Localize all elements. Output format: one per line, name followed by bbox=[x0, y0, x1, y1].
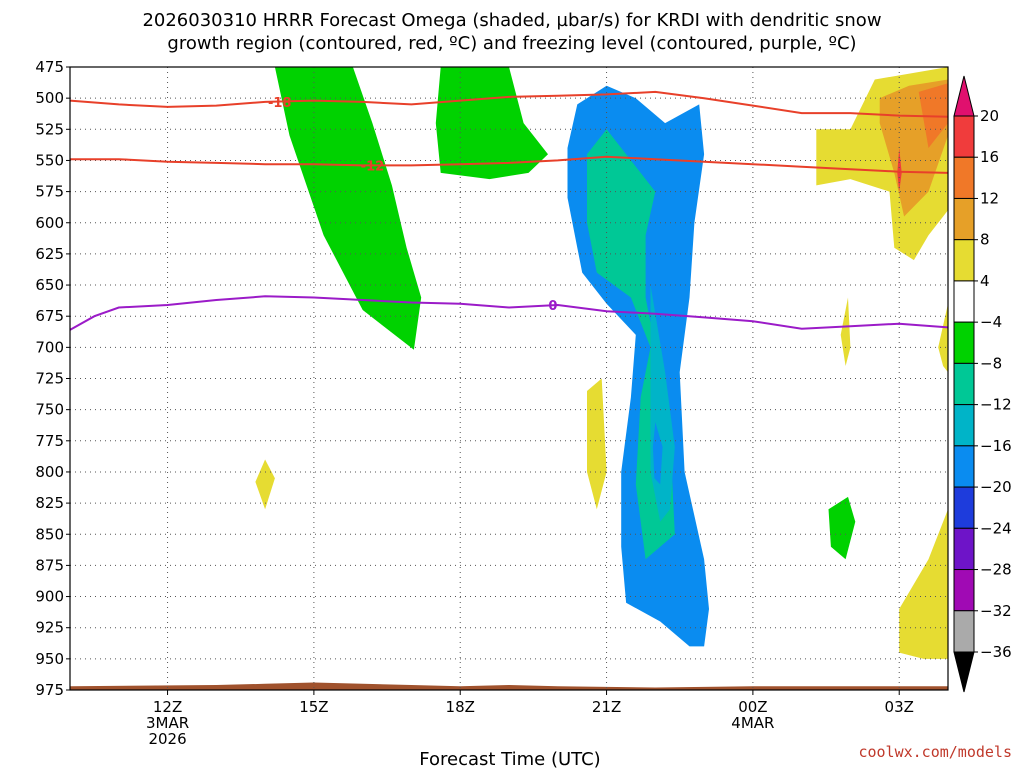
colorbar: 20 16 12 8 4 −4 −8 −12 −16 −20 −24 −28 −32 −36 bbox=[953, 75, 1012, 693]
x-tick-label: 03Z bbox=[885, 698, 914, 716]
colorbar-tick-label: −32 bbox=[980, 602, 1012, 620]
colorbar-box bbox=[953, 280, 975, 323]
colorbar-box bbox=[953, 610, 975, 653]
shaded-region-ascent-band-19z bbox=[435, 67, 548, 180]
colorbar-box bbox=[953, 486, 975, 529]
terrain-ground bbox=[70, 682, 948, 690]
y-tick-label: 900 bbox=[35, 588, 64, 606]
shaded-region-positive-omega-upper-right-16 bbox=[897, 148, 902, 192]
colorbar-tick-label: −36 bbox=[980, 643, 1012, 661]
y-tick-label: 575 bbox=[35, 183, 64, 201]
contour-label-freezing-level-0: 0 bbox=[548, 299, 557, 314]
contour-label-dgz-minus-18: -18 bbox=[268, 96, 292, 111]
y-tick-label: 800 bbox=[35, 463, 64, 481]
y-tick-label: 475 bbox=[35, 58, 64, 76]
colorbar-tick-label: −4 bbox=[980, 313, 1002, 331]
x-tick-label: 18Z bbox=[446, 698, 475, 716]
shaded-region-core-minus-20-region bbox=[652, 422, 663, 485]
contour-line-freezing-level-0 bbox=[69, 295, 949, 331]
y-tick-label: 850 bbox=[35, 525, 64, 543]
colorbar-tick-label: 16 bbox=[980, 148, 999, 166]
y-tick-label: 825 bbox=[35, 494, 64, 512]
colorbar-tick-label: 4 bbox=[980, 272, 990, 290]
chart-title-line-1: 2026030310 HRRR Forecast Omega (shaded, … bbox=[142, 10, 881, 31]
chart-title-line-2: growth region (contoured, red, ºC) and f… bbox=[167, 33, 856, 54]
colorbar-bottom-triangle bbox=[953, 651, 975, 693]
shaded-region-positive-omega-lower-right bbox=[899, 509, 948, 659]
y-tick-label: 625 bbox=[35, 245, 64, 263]
colorbar-tick-label: −16 bbox=[980, 437, 1012, 455]
colorbar-tick-label: 20 bbox=[980, 107, 999, 125]
colorbar-box bbox=[953, 569, 975, 612]
y-tick-label: 550 bbox=[35, 151, 64, 169]
x-tick-label: 00Z bbox=[738, 698, 767, 716]
plot-area: -18 -12 0 475 500 525 550 575 600 625 650 675 700 725… bbox=[35, 58, 949, 748]
colorbar-box bbox=[953, 239, 975, 282]
shaded-region-positive-omega-edge-right bbox=[938, 303, 948, 373]
colorbar-box bbox=[953, 156, 975, 199]
x-tick-label: 3MAR bbox=[146, 714, 189, 732]
y-tick-label: 675 bbox=[35, 307, 64, 325]
contour-line-dgz-minus-18 bbox=[69, 90, 949, 118]
y-tick-label: 725 bbox=[35, 370, 64, 388]
y-tick-label: 600 bbox=[35, 214, 64, 232]
shaded-region-positive-omega-small-25z bbox=[840, 297, 851, 366]
y-tick-label: 650 bbox=[35, 276, 64, 294]
colorbar-box bbox=[953, 527, 975, 571]
y-tick-label: 775 bbox=[35, 432, 64, 450]
credit-text: coolwx.com/models bbox=[858, 743, 1012, 761]
colorbar-tick-label: −20 bbox=[980, 478, 1012, 496]
colorbar-box bbox=[953, 197, 975, 241]
contour-line-dgz-minus-12 bbox=[70, 155, 949, 174]
x-tick-label: 21Z bbox=[592, 698, 621, 716]
y-tick-label: 925 bbox=[35, 619, 64, 637]
x-axis-label: Forecast Time (UTC) bbox=[419, 749, 600, 768]
y-tick-label: 875 bbox=[35, 556, 64, 574]
y-tick-label: 500 bbox=[35, 89, 64, 107]
y-tick-label: 750 bbox=[35, 401, 64, 419]
colorbar-box bbox=[953, 321, 975, 364]
colorbar-box bbox=[953, 362, 975, 406]
shaded-region-weak-ascent-0z-right bbox=[828, 496, 856, 560]
x-tick-label: 4MAR bbox=[731, 714, 774, 732]
colorbar-box bbox=[953, 115, 975, 158]
y-tick-label: 950 bbox=[35, 650, 64, 668]
colorbar-tick-label: −8 bbox=[980, 354, 1002, 372]
contour-label-dgz-minus-12: -12 bbox=[361, 159, 385, 174]
shaded-region-descent-band-15z bbox=[274, 67, 422, 350]
colorbar-tick-label: −12 bbox=[980, 396, 1012, 414]
colorbar-tick-label: −28 bbox=[980, 561, 1012, 579]
x-tick-label: 12Z bbox=[153, 698, 182, 716]
colorbar-box bbox=[953, 445, 975, 488]
colorbar-box bbox=[953, 404, 975, 447]
y-tick-label: 700 bbox=[35, 338, 64, 356]
y-tick-label: 975 bbox=[35, 681, 64, 699]
colorbar-tick-label: 8 bbox=[980, 231, 990, 249]
x-tick-label: 15Z bbox=[299, 698, 328, 716]
x-tick-label: 2026 bbox=[148, 730, 186, 748]
y-tick-label: 525 bbox=[35, 120, 64, 138]
colorbar-tick-label: −24 bbox=[980, 519, 1012, 537]
colorbar-tick-label: 12 bbox=[980, 189, 999, 207]
shaded-region-positive-omega-low-21z bbox=[587, 378, 607, 510]
colorbar-top-triangle bbox=[953, 75, 975, 117]
